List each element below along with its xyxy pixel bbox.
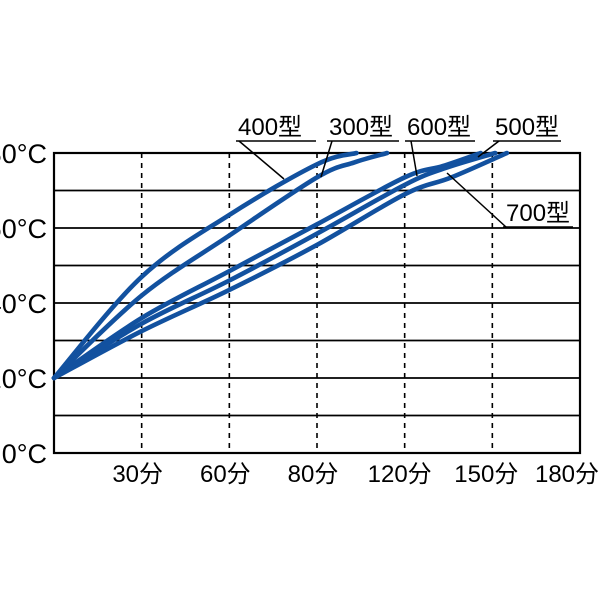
series-label-600型: 600型 xyxy=(407,114,471,141)
temperature-curves xyxy=(51,150,510,381)
curve-400型 xyxy=(51,150,359,381)
plot-border xyxy=(52,151,582,455)
axis-tick-labels: 80°C 60°C 40°C 20°C 0°C 30分 60分 80分 120分 150分 180分 xyxy=(0,139,599,488)
series-label-500型: 500型 xyxy=(495,114,559,141)
x-tick-label-120: 120分 xyxy=(368,461,432,488)
series-label-annotations: 400型 300型 600型 500型 700型 xyxy=(236,114,573,228)
curve-500型 xyxy=(51,150,498,381)
x-tick-label-30: 30分 xyxy=(112,461,163,488)
x-tick-label-80: 80分 xyxy=(288,461,339,488)
gridlines xyxy=(52,151,582,455)
leader-line-600型 xyxy=(410,140,418,177)
leader-line-400型 xyxy=(238,140,285,180)
y-tick-label-0: 0°C xyxy=(2,439,47,469)
series-label-300型: 300型 xyxy=(329,114,393,141)
y-tick-label-20: 20°C xyxy=(0,364,47,394)
x-tick-label-180: 180分 xyxy=(535,461,599,488)
x-tick-label-60: 60分 xyxy=(200,461,251,488)
series-label-400型: 400型 xyxy=(238,114,302,141)
y-tick-label-40: 40°C xyxy=(0,289,47,319)
y-tick-label-80: 80°C xyxy=(0,139,47,169)
curve-700型 xyxy=(51,150,510,381)
leader-line-700型 xyxy=(446,172,507,228)
leader-line-500型 xyxy=(477,140,500,158)
curve-600型 xyxy=(51,150,483,381)
series-label-700型: 700型 xyxy=(506,200,570,227)
y-tick-label-60: 60°C xyxy=(0,214,47,244)
curve-300型 xyxy=(51,150,390,381)
leader-line-300型 xyxy=(320,140,333,178)
x-tick-label-150: 150分 xyxy=(454,461,518,488)
